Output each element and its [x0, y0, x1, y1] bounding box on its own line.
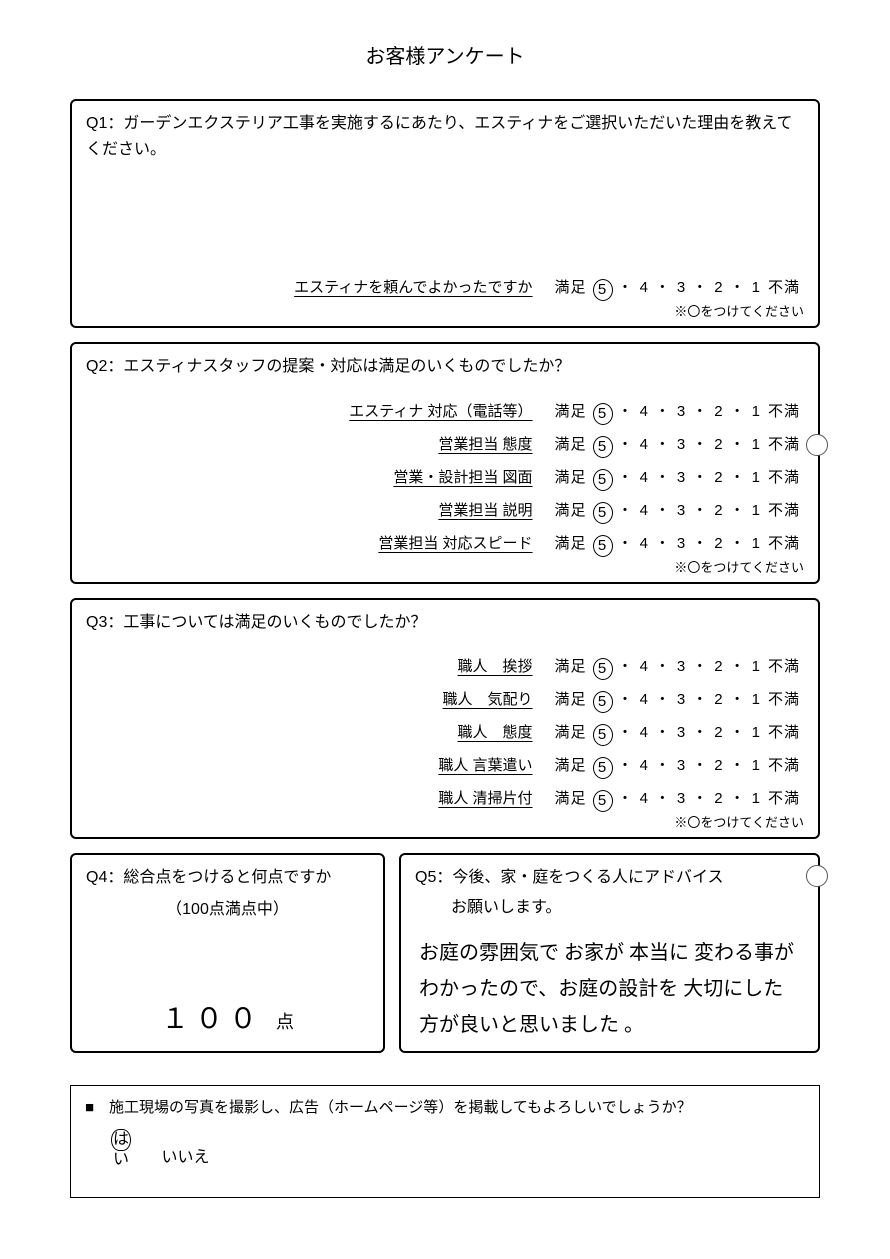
consent-no[interactable]: いいえ	[161, 1149, 209, 1166]
rating-row: 営業担当 説明満足5・4・3・2・1不満	[86, 499, 804, 522]
q4-prompt: Q4：総合点をつけると何点ですか	[86, 865, 369, 891]
q4-sub: （100点満点中）	[86, 895, 369, 919]
consent-answers[interactable]: はい いいえ	[85, 1127, 805, 1167]
consent-box: ■ 施工現場の写真を撮影し、広告（ホームページ等）を掲載してもよろしいでしょうか…	[70, 1085, 820, 1198]
rating-row: 営業担当 対応スピード満足5・4・3・2・1不満	[86, 532, 804, 555]
q5-answer: お庭の雰囲気で お家が 本当に 変わる事がわかったので、お庭の設計を 大切にした…	[415, 935, 804, 1043]
consent-prompt: ■ 施工現場の写真を撮影し、広告（ホームページ等）を掲載してもよろしいでしょうか…	[85, 1096, 805, 1117]
q3-box: Q3：工事については満足のいくものでしたか？ 職人 挨拶満足5・4・3・2・1不…	[70, 598, 820, 840]
rating-scale[interactable]: 満足5・4・3・2・1不満	[551, 787, 804, 810]
rating-scale[interactable]: 満足5・4・3・2・1不満	[551, 499, 804, 522]
q3-rating-block: 職人 挨拶満足5・4・3・2・1不満職人 気配り満足5・4・3・2・1不満職人 …	[86, 655, 804, 810]
rating-scale[interactable]: 満足5・4・3・2・1不満	[551, 655, 804, 678]
rating-label: 職人 言葉遣い	[363, 754, 533, 775]
rating-row: 職人 清掃片付満足5・4・3・2・1不満	[86, 787, 804, 810]
q4-score-hand: １００	[161, 1004, 263, 1035]
q1-box: Q1：ガーデンエクステリア工事を実施するにあたり、エスティナをご選択いただいた理…	[70, 99, 820, 328]
rating-label: 営業担当 対応スピード	[363, 532, 533, 553]
q1-rating-label: エスティナを頼んでよかったですか	[294, 276, 532, 297]
rating-label: 営業担当 態度	[363, 433, 533, 454]
binder-hole-icon	[806, 865, 828, 887]
page-title: お客様アンケート	[70, 40, 820, 69]
rating-row: 職人 態度満足5・4・3・2・1不満	[86, 721, 804, 744]
q1-rating-row: エスティナを頼んでよかったですか 満足5・4・3・2・1不満	[86, 276, 804, 299]
q3-prompt: Q3：工事については満足のいくものでしたか？	[86, 610, 804, 636]
q2-prompt: Q2：エスティナスタッフの提案・対応は満足のいくものでしたか？	[86, 354, 804, 380]
binder-hole-icon	[806, 434, 828, 456]
rating-label: 職人 挨拶	[363, 655, 533, 676]
q1-rating-scale[interactable]: 満足5・4・3・2・1不満	[551, 276, 804, 299]
consent-yes[interactable]: はい	[111, 1129, 131, 1151]
q1-prompt: Q1：ガーデンエクステリア工事を実施するにあたり、エスティナをご選択いただいた理…	[86, 111, 804, 162]
rating-row: 職人 言葉遣い満足5・4・3・2・1不満	[86, 754, 804, 777]
rating-label: 職人 清掃片付	[363, 787, 533, 808]
rating-label: 営業担当 説明	[363, 499, 533, 520]
rating-scale[interactable]: 満足5・4・3・2・1不満	[551, 400, 804, 423]
rating-row: 職人 挨拶満足5・4・3・2・1不満	[86, 655, 804, 678]
rating-scale[interactable]: 満足5・4・3・2・1不満	[551, 754, 804, 777]
q2-footnote: ※〇をつけてください	[86, 557, 804, 576]
q1-footnote: ※〇をつけてください	[86, 301, 804, 320]
rating-row: 営業担当 態度満足5・4・3・2・1不満	[86, 433, 804, 456]
rating-scale[interactable]: 満足5・4・3・2・1不満	[551, 532, 804, 555]
rating-label: 職人 気配り	[363, 688, 533, 709]
q4-score-unit: 点	[276, 1012, 294, 1032]
rating-scale[interactable]: 満足5・4・3・2・1不満	[551, 466, 804, 489]
rating-label: エスティナ 対応（電話等）	[349, 400, 532, 421]
q4-score: １００ 点	[72, 997, 383, 1037]
q3-footnote: ※〇をつけてください	[86, 812, 804, 831]
rating-label: 営業・設計担当 図面	[363, 466, 533, 487]
rating-row: エスティナ 対応（電話等） 満足5・4・3・2・1不満	[86, 400, 804, 423]
q5-sub: お願いします。	[415, 893, 804, 917]
rating-row: 営業・設計担当 図面満足5・4・3・2・1不満	[86, 466, 804, 489]
q5-prompt: Q5：今後、家・庭をつくる人にアドバイス	[415, 865, 804, 891]
rating-scale[interactable]: 満足5・4・3・2・1不満	[551, 688, 804, 711]
q2-rating-block: エスティナ 対応（電話等）満足5・4・3・2・1不満営業担当 態度満足5・4・3…	[86, 400, 804, 555]
rating-row: 職人 気配り満足5・4・3・2・1不満	[86, 688, 804, 711]
rating-scale[interactable]: 満足5・4・3・2・1不満	[551, 721, 804, 744]
rating-label: 職人 態度	[363, 721, 533, 742]
q5-box: Q5：今後、家・庭をつくる人にアドバイス お願いします。 お庭の雰囲気で お家が…	[399, 853, 820, 1053]
q2-box: Q2：エスティナスタッフの提案・対応は満足のいくものでしたか？ エスティナ 対応…	[70, 342, 820, 584]
q4-box: Q4：総合点をつけると何点ですか （100点満点中） １００ 点	[70, 853, 385, 1053]
rating-scale[interactable]: 満足5・4・3・2・1不満	[551, 433, 804, 456]
q4-q5-row: Q4：総合点をつけると何点ですか （100点満点中） １００ 点 Q5：今後、家…	[70, 853, 820, 1067]
